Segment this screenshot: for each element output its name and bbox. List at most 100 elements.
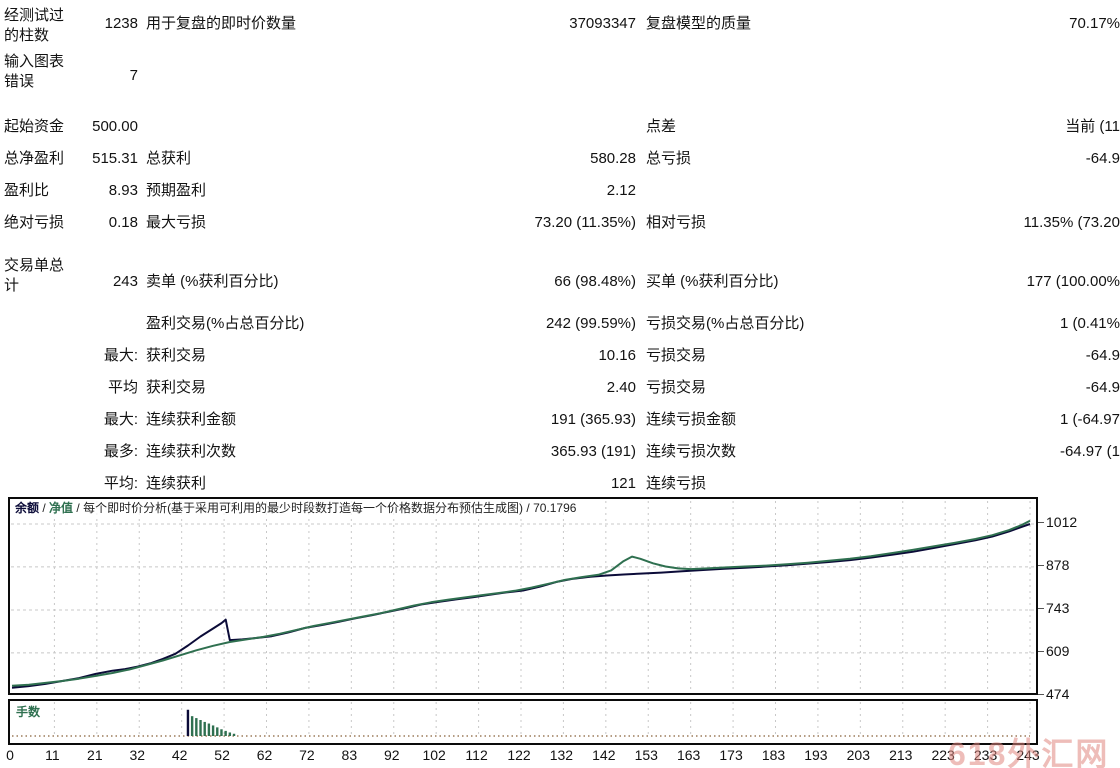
y-axis-tick (1038, 522, 1044, 523)
row-label: 输入图表错误 (4, 53, 65, 90)
row-value: 70.17% (1069, 15, 1120, 32)
x-tick-label: 112 (465, 747, 488, 763)
row-label: 点差 (646, 118, 677, 135)
x-tick-label: 21 (87, 747, 103, 763)
row-value: -64.9 (1085, 379, 1120, 396)
legend-model-description: 每个即时价分析(基于采用可利用的最少时段数打造每一个价格数据分布预估生成图) (83, 501, 524, 515)
row-value: 365.93 (191) (550, 443, 636, 460)
row-value: 最大: (103, 411, 138, 428)
chart-canvas (11, 501, 1035, 691)
row-value: 1 (-64.97 (1059, 411, 1120, 428)
row-value: -64.97 (1 (1059, 443, 1120, 460)
row-label: 盈利比 (4, 182, 50, 199)
y-axis-tick (1038, 694, 1044, 695)
row-value: 66 (98.48%) (554, 273, 636, 290)
chart-legend: 余额 / 净值 / 每个即时价分析(基于采用可利用的最少时段数打造每一个价格数据… (15, 501, 581, 515)
x-tick-label: 72 (299, 747, 315, 763)
legend-equity-label: 净值 (49, 501, 74, 515)
row-value: 10.16 (598, 347, 636, 364)
row-label: 用于复盘的即时价数量 (146, 15, 297, 32)
row-label: 起始资金 (4, 118, 65, 135)
row-label: 总亏损 (646, 150, 692, 167)
row-label: 连续获利金额 (146, 411, 237, 428)
x-tick-label: 92 (383, 747, 400, 763)
row-label: 连续亏损次数 (646, 443, 737, 460)
row-value: 2.12 (606, 182, 636, 199)
row-label: 亏损交易 (646, 347, 707, 364)
x-tick-label: 32 (129, 747, 146, 763)
x-tick-label: 0 (6, 747, 14, 763)
row-value: 121 (610, 475, 636, 492)
row-value: 平均 (107, 379, 138, 396)
row-label: 获利交易 (146, 379, 207, 396)
x-tick-label: 52 (214, 747, 230, 763)
row-value: 580.28 (590, 150, 636, 167)
x-tick-label: 193 (804, 747, 828, 763)
row-label: 卖单 (%获利百分比) (146, 273, 279, 290)
row-label: 复盘模型的质量 (646, 15, 752, 32)
row-label: 相对亏损 (646, 214, 707, 231)
x-tick-label: 83 (341, 747, 358, 763)
x-tick-label: 223 (931, 747, 955, 763)
row-value: 242 (99.59%) (545, 315, 636, 332)
row-label: 最大亏损 (146, 214, 207, 231)
y-axis-tick (1038, 650, 1044, 652)
y-tick-label: 878 (1046, 556, 1070, 573)
row-label: 连续亏损 (646, 475, 707, 492)
legend-separator: / (523, 501, 534, 515)
row-label: 买单 (%获利百分比) (646, 273, 779, 290)
row-value: 7 (129, 67, 138, 84)
row-label: 连续亏损金额 (646, 411, 737, 428)
row-value: 1238 (104, 15, 138, 32)
x-tick-label: 122 (507, 747, 531, 763)
x-tick-label: 42 (171, 747, 188, 763)
row-label: 亏损交易(%占总百分比) (646, 315, 805, 332)
x-tick-label: 163 (676, 747, 701, 763)
lots-canvas (12, 702, 1031, 737)
row-label: 交易单总计 (4, 257, 65, 294)
row-value: 73.20 (11.35%) (534, 214, 636, 231)
row-value: 当前 (11 (1065, 118, 1120, 135)
row-label: 总净盈利 (4, 150, 65, 167)
x-tick-label: 62 (256, 747, 273, 763)
row-value: 0.18 (108, 214, 138, 231)
row-label: 总获利 (146, 150, 192, 167)
legend-balance-label: 余额 (15, 501, 40, 515)
y-tick-label: 743 (1046, 600, 1070, 616)
y-axis-tick (1038, 564, 1044, 566)
y-tick-label: 474 (1046, 686, 1070, 702)
row-label: 获利交易 (146, 347, 207, 364)
x-tick-label: 213 (889, 747, 913, 763)
row-value: 243 (112, 273, 138, 290)
x-tick-label: 102 (422, 747, 446, 763)
x-tick-label: 183 (761, 747, 786, 763)
row-label: 绝对亏损 (4, 214, 65, 231)
legend-quality-value: 70.1796 (533, 501, 577, 515)
row-label: 经测试过的柱数 (4, 7, 65, 44)
x-tick-label: 142 (592, 747, 616, 763)
y-axis-tick (1038, 608, 1044, 609)
row-value: 最多: (103, 443, 138, 460)
row-value: 11.35% (73.20 (1023, 214, 1120, 231)
row-value: 177 (100.00% (1026, 273, 1120, 290)
row-value: 8.93 (108, 182, 138, 199)
x-tick-label: 243 (1016, 747, 1040, 763)
x-tick-label: 173 (719, 747, 743, 763)
lots-label: 手数 (16, 705, 41, 719)
balance-equity-chart: 余额 / 净值 / 每个即时价分析(基于采用可利用的最少时段数打造每一个价格数据… (8, 497, 1038, 695)
row-label: 亏损交易 (646, 379, 707, 396)
row-value: 2.40 (606, 379, 636, 396)
x-tick-label: 153 (634, 747, 658, 763)
x-tick-label: 233 (973, 747, 998, 763)
row-value: 最大: (103, 347, 138, 364)
row-value: 37093347 (569, 15, 636, 32)
row-value: 平均: (103, 475, 138, 492)
row-label: 连续获利 (146, 475, 207, 492)
row-value: -64.9 (1085, 150, 1120, 167)
x-tick-label: 132 (549, 747, 574, 763)
row-label: 连续获利次数 (146, 443, 237, 460)
row-value: -64.9 (1085, 347, 1120, 364)
y-tick-label: 609 (1046, 642, 1070, 659)
row-label: 预期盈利 (146, 182, 207, 199)
